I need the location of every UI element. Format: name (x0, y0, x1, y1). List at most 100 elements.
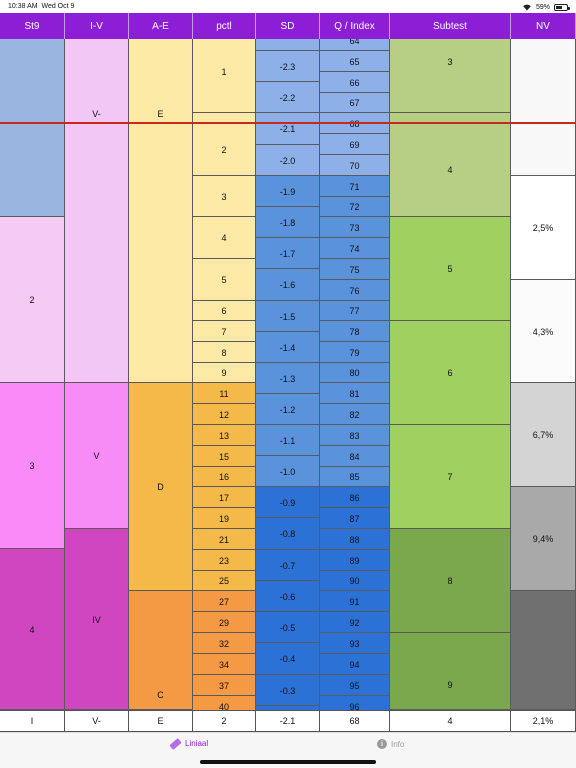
q-cell: 84 (320, 446, 390, 467)
nv-cell: 9,4% (511, 487, 576, 591)
header-st9: St9 (0, 13, 65, 39)
q-cell-label: 90 (349, 576, 360, 586)
tab-liniaal[interactable]: Liniaal (169, 737, 209, 750)
ruler-line[interactable] (0, 122, 576, 124)
sd-cell-label: -1.0 (279, 466, 296, 477)
pctl-cell: 5 (193, 259, 256, 301)
sd-cell-label: -2.1 (279, 124, 296, 134)
selected-pctl: 2 (193, 711, 256, 731)
sd-cell-label: -0.9 (279, 497, 296, 508)
q-cell: 95 (320, 675, 390, 696)
q-cell: 73 (320, 217, 390, 238)
pctl-cell: 2 (193, 123, 256, 176)
pctl-cell: 3 (193, 176, 256, 217)
q-cell: 86 (320, 487, 390, 508)
sd-cell-label: -0.4 (279, 654, 296, 664)
q-cell: 89 (320, 550, 390, 571)
q-cell-label: 80 (349, 368, 360, 378)
pctl-cell-label: 11 (219, 388, 229, 399)
q-cell-label: 93 (349, 638, 360, 649)
sd-cell: -1.2 (256, 394, 320, 425)
q-cell: 66 (320, 72, 390, 93)
sd-cell: -2.0 (256, 145, 320, 176)
q-cell: 80 (320, 363, 390, 383)
st9-cell: 3 (0, 383, 65, 549)
pctl-cell: 9 (193, 363, 256, 383)
q-cell: 88 (320, 529, 390, 550)
subtest-cell-label: 3 (447, 57, 453, 67)
iv-cell-label: V (93, 451, 100, 461)
q-cell: 71 (320, 176, 390, 197)
pctl-cell: 37 (193, 675, 256, 696)
ae-cell-label: C (157, 690, 164, 700)
pctl-cell-label: 34 (218, 659, 229, 670)
tab-liniaal-label: Liniaal (185, 739, 209, 748)
nv-cell: 2,5% (511, 176, 576, 280)
q-cell-label: 87 (349, 513, 360, 524)
ruler-icon (169, 737, 182, 750)
pctl-cell: 27 (193, 591, 256, 612)
st9-cell (0, 39, 65, 217)
q-cell-label: 76 (349, 285, 360, 296)
subtest-cell: 9 (390, 633, 511, 710)
q-cell-label: 96 (349, 701, 360, 711)
q-cell: 94 (320, 654, 390, 675)
ae-cell-label: E (157, 109, 164, 119)
sd-cell-label: -1.8 (279, 217, 296, 228)
header-sd: SD (256, 13, 320, 39)
subtest-cell: 5 (390, 217, 511, 321)
q-cell-label: 66 (349, 77, 360, 88)
pctl-cell: 1 (193, 39, 256, 113)
selected-iv: V- (65, 711, 129, 731)
q-cell: 74 (320, 238, 390, 259)
subtest-cell: 6 (390, 321, 511, 425)
q-cell: 90 (320, 571, 390, 591)
subtest-cell: 7 (390, 425, 511, 529)
sd-cell-label: -1.7 (279, 248, 296, 259)
tab-info[interactable]: i Info (377, 739, 404, 749)
battery-percent: 59% (535, 3, 550, 11)
q-cell: 72 (320, 197, 390, 217)
pctl-cell: 16 (193, 467, 256, 487)
q-cell: 82 (320, 404, 390, 425)
pctl-cell-label: 29 (218, 617, 229, 628)
sd-cell: -0.6 (256, 581, 320, 612)
sd-cell-label: -1.2 (279, 404, 296, 415)
q-cell-label: 79 (349, 347, 360, 358)
status-bar: 10:38 AM Wed Oct 9 59% (0, 0, 576, 13)
sd-cell: -1.4 (256, 332, 320, 363)
subtest-cell-label: 6 (447, 368, 453, 378)
iv-cell-label: V- (92, 109, 101, 119)
selected-q: 68 (320, 711, 390, 731)
sd-cell-label: -1.9 (279, 186, 296, 197)
sd-cell-label: -0.7 (279, 560, 296, 571)
pctl-cell-label: 4 (221, 233, 227, 243)
tab-info-label: Info (391, 739, 405, 749)
q-cell: 92 (320, 612, 390, 633)
q-cell-label: 67 (349, 98, 360, 108)
sd-cell: -1.5 (256, 301, 320, 332)
pctl-cell-label: 16 (218, 472, 229, 482)
q-cell-label: 88 (349, 534, 360, 545)
nv-cell (511, 591, 576, 710)
pctl-cell: 12 (193, 404, 256, 425)
st9-cell-label: 3 (29, 461, 35, 471)
st9-cell: 4 (0, 549, 65, 710)
battery-icon (554, 3, 570, 11)
header-nv: NV (511, 13, 576, 39)
q-cell-label: 81 (349, 388, 360, 399)
norm-table[interactable]: 2 3 4 V- V IV E D C 1 2 3 4 5 6 7 8 9 11 12 13 15 16 17 19 21 23 25… (0, 39, 576, 710)
pctl-cell-label: 13 (218, 430, 229, 441)
q-cell-label: 78 (349, 326, 360, 337)
sd-cell: -0.9 (256, 487, 320, 518)
sd-cell-label: -0.3 (279, 685, 296, 696)
pctl-cell: 40 (193, 696, 256, 710)
pctl-cell-label: 21 (218, 534, 229, 545)
sd-cell (256, 39, 320, 51)
info-icon: i (377, 739, 387, 749)
pctl-cell-label: 12 (218, 409, 229, 420)
selected-sd: -2.1 (256, 711, 320, 731)
iv-cell: IV (65, 529, 129, 710)
sd-cell-label: -2.3 (279, 61, 296, 72)
q-cell-label: 83 (349, 430, 360, 441)
